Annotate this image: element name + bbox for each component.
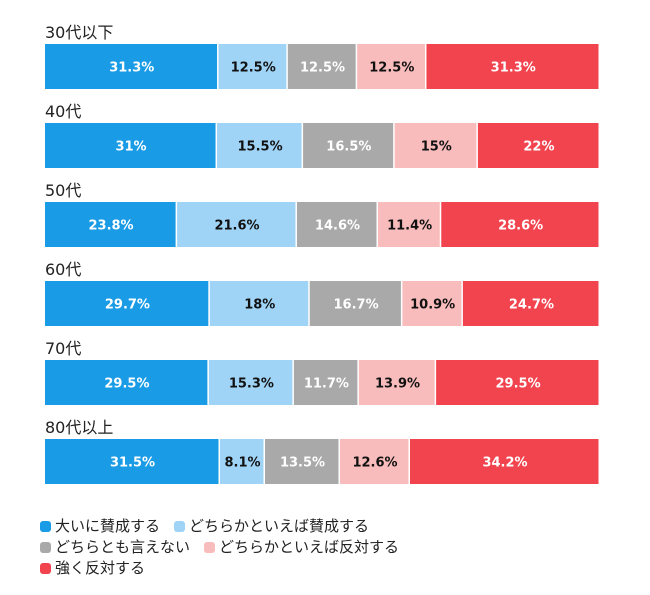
stacked-bar-chart: 30代以下 31.3% 12.5% 12.5% 12.5% 31.3% 40代 31% 15.5… xyxy=(45,23,599,484)
bar-segment-somewhat-oppose xyxy=(357,44,425,89)
bar-segment-strongly-oppose xyxy=(462,281,599,326)
data-label: 13.9% xyxy=(375,377,420,392)
data-label: 31.3% xyxy=(109,61,154,76)
data-label: 12.5% xyxy=(231,61,276,76)
data-label: 28.6% xyxy=(498,219,543,234)
data-label: 16.7% xyxy=(334,298,379,313)
legend-swatch-neutral xyxy=(40,542,51,553)
legend: 大いに賛成する どちらかといえば賛成する どちらとも言えない どちらかといえば反… xyxy=(40,516,640,579)
category-label: 80代以上 xyxy=(45,418,113,437)
bar-segment-somewhat-oppose xyxy=(340,439,409,484)
bar-segment-strongly-agree xyxy=(45,44,218,89)
legend-item-somewhat-agree: どちらかといえば賛成する xyxy=(174,516,369,537)
legend-swatch-somewhat-agree xyxy=(174,521,186,532)
category-label: 60代 xyxy=(45,260,81,279)
data-label: 10.9% xyxy=(410,298,455,313)
legend-label-strongly-oppose: 強く反対する xyxy=(55,559,146,577)
category-label: 50代 xyxy=(45,181,81,200)
data-label: 18% xyxy=(244,298,275,313)
bar-segment-neutral xyxy=(296,202,377,247)
data-label: 15.3% xyxy=(229,377,274,392)
legend-item-neutral: どちらとも言えない xyxy=(40,537,190,558)
data-label: 12.6% xyxy=(352,456,397,471)
data-label: 23.8% xyxy=(88,219,133,234)
bar-segment-strongly-oppose xyxy=(426,44,599,89)
bar-segment-somewhat-agree xyxy=(220,439,264,484)
bar-segment-somewhat-oppose xyxy=(358,360,435,405)
bar-segment-somewhat-oppose xyxy=(394,123,477,168)
data-label: 11.7% xyxy=(304,377,349,392)
bar-segment-somewhat-agree xyxy=(209,281,309,326)
bar-segment-strongly-oppose xyxy=(477,123,599,168)
data-label: 8.1% xyxy=(224,456,260,471)
data-label: 15% xyxy=(421,140,452,155)
data-label: 29.7% xyxy=(105,298,150,313)
bar-segment-neutral xyxy=(265,439,339,484)
legend-label-strongly-agree: 大いに賛成する xyxy=(55,517,161,535)
data-label: 12.5% xyxy=(369,61,414,76)
data-label: 29.5% xyxy=(104,377,149,392)
category-label: 40代 xyxy=(45,102,81,121)
data-label: 31.5% xyxy=(110,456,155,471)
bar-segment-somewhat-agree xyxy=(177,202,296,247)
legend-label-neutral: どちらとも言えない xyxy=(55,538,191,556)
bar-segment-strongly-oppose xyxy=(436,360,599,405)
bar-segment-neutral xyxy=(303,123,394,168)
data-label: 31.3% xyxy=(491,61,536,76)
bar-segment-neutral xyxy=(293,360,358,405)
bar-segment-neutral xyxy=(309,281,401,326)
bar-segment-somewhat-agree xyxy=(218,44,287,89)
legend-row-1: 大いに賛成する どちらかといえば賛成する xyxy=(40,516,640,537)
data-label: 16.5% xyxy=(326,140,371,155)
bar-segment-somewhat-agree xyxy=(208,360,293,405)
legend-swatch-strongly-oppose xyxy=(40,563,51,574)
legend-label-somewhat-oppose: どちらかといえば反対する xyxy=(219,538,400,556)
category-label: 70代 xyxy=(45,339,81,358)
data-label: 31% xyxy=(115,140,146,155)
bar-segment-somewhat-oppose xyxy=(402,281,462,326)
data-label: 34.2% xyxy=(482,456,527,471)
bar-segment-strongly-agree xyxy=(45,202,176,247)
bar-segment-strongly-agree xyxy=(45,281,209,326)
category-label: 30代以下 xyxy=(45,23,113,42)
bar-segment-somewhat-agree xyxy=(217,123,302,168)
data-label: 11.4% xyxy=(387,219,432,234)
bar-segment-strongly-agree xyxy=(45,360,208,405)
legend-label-somewhat-agree: どちらかといえば賛成する xyxy=(189,517,370,535)
bar-segment-strongly-agree xyxy=(45,439,219,484)
legend-swatch-somewhat-oppose xyxy=(204,542,216,553)
data-label: 22% xyxy=(523,140,554,155)
data-label: 24.7% xyxy=(509,298,554,313)
data-label: 15.5% xyxy=(238,140,283,155)
legend-row-3: 強く反対する xyxy=(40,558,640,579)
data-label: 12.5% xyxy=(300,61,345,76)
legend-swatch-strongly-agree xyxy=(40,521,51,532)
legend-item-strongly-agree: 大いに賛成する xyxy=(40,516,160,537)
legend-item-strongly-oppose: 強く反対する xyxy=(40,558,145,579)
bar-segment-somewhat-oppose xyxy=(378,202,440,247)
data-label: 21.6% xyxy=(214,219,259,234)
data-label: 13.5% xyxy=(280,456,325,471)
bar-segment-neutral xyxy=(287,44,356,89)
bar-segment-strongly-oppose xyxy=(410,439,599,484)
legend-item-somewhat-oppose: どちらかといえば反対する xyxy=(204,537,399,558)
data-label: 14.6% xyxy=(315,219,360,234)
data-label: 29.5% xyxy=(496,377,541,392)
bar-segment-strongly-oppose xyxy=(441,202,599,247)
bar-segment-strongly-agree xyxy=(45,123,216,168)
legend-row-2: どちらとも言えない どちらかといえば反対する xyxy=(40,537,640,558)
